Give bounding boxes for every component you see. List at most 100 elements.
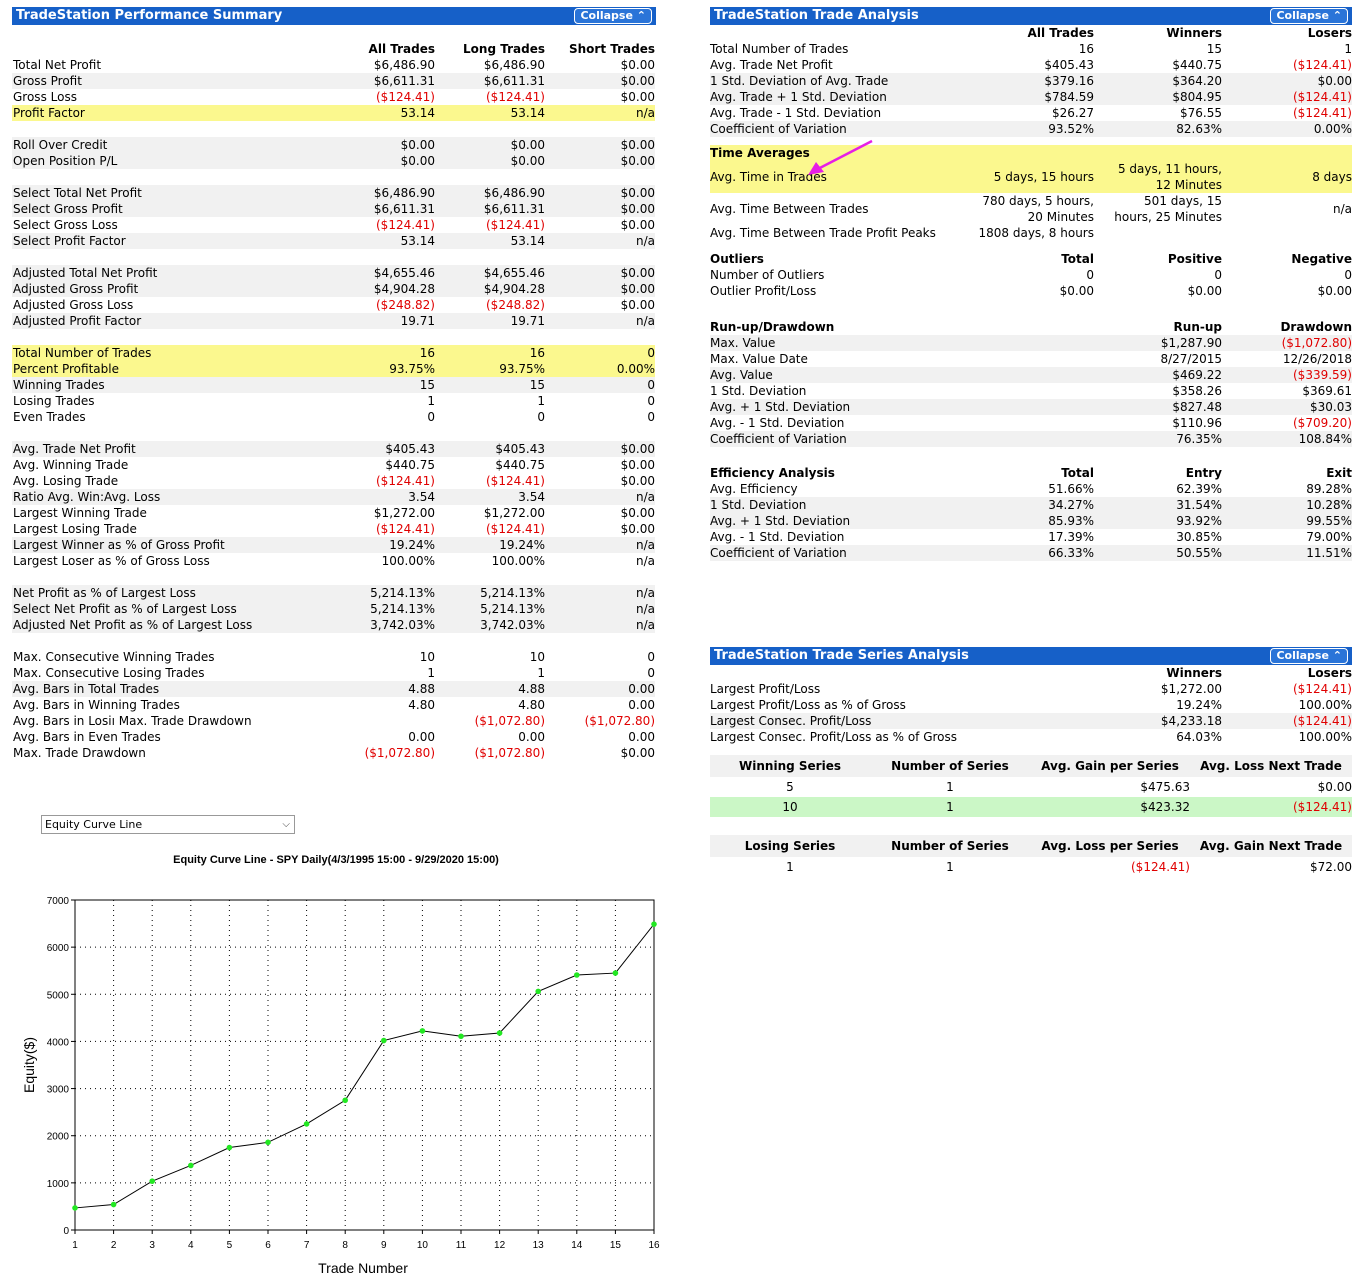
cell-value: 3.54: [435, 489, 545, 505]
trade-series-title: TradeStation Trade Series Analysis: [714, 648, 969, 663]
row-label: Adjusted Gross Profit: [12, 281, 313, 297]
cell-value: 3.54: [313, 489, 435, 505]
x-tick-label: 9: [381, 1240, 387, 1251]
cell-value: 1: [870, 797, 1030, 817]
cell-value: 100.00%: [381, 554, 435, 568]
cell-line: 20 Minutes: [1027, 210, 1094, 224]
cell-value: 79.00%: [1306, 530, 1352, 544]
table-row: Avg. Time Between Trades 780 days, 5 hour…: [710, 193, 1352, 225]
equity-point: [574, 972, 580, 978]
table-row: Largest Winning Trade $1,272.00 $1,272.00 $…: [12, 505, 655, 521]
cell-value: ($124.41): [376, 522, 435, 536]
equity-point: [496, 1030, 503, 1036]
section-title: Run-up/Drawdown: [710, 320, 835, 334]
cell-value: 53.14: [435, 105, 545, 121]
cell-value: $0.00: [313, 153, 435, 169]
cell-value: $6,611.31: [435, 201, 545, 217]
cell-value: 1: [537, 666, 545, 680]
column-header: Avg. Gain per Series: [1030, 755, 1190, 777]
cell-value: 0.00: [628, 730, 655, 744]
cell-value: $76.55: [1180, 106, 1222, 120]
cell-value: n/a: [545, 537, 655, 553]
cell-value: $6,611.31: [435, 73, 545, 89]
trade-analysis-header: TradeStation Trade Analysis Collapse ⌃: [710, 7, 1352, 25]
table-row: Ratio Avg. Win:Avg. Loss 3.54 3.54 n/a: [12, 489, 655, 505]
ta-collapse-button[interactable]: Collapse ⌃: [1270, 8, 1348, 24]
row-label: Avg. Bars in Total Trades: [12, 681, 313, 697]
cell-value: $0.00: [435, 153, 545, 169]
cell-value: 10: [710, 797, 870, 817]
cell-value: $0.00: [620, 522, 655, 536]
chevron-up-icon: ⌃: [636, 9, 646, 22]
perf-collapse-button[interactable]: Collapse ⌃: [574, 8, 652, 24]
cell-value: $0.00: [1317, 780, 1352, 794]
table-row: Avg. - 1 Std. Deviation $110.96 ($709.20): [710, 415, 1352, 431]
cell-value: [966, 383, 1094, 399]
y-tick-label: 0: [63, 1226, 69, 1237]
cell-value: $0.00: [620, 218, 655, 232]
cell-value: 53.14: [313, 105, 435, 121]
row-label: Adjusted Total Net Profit: [12, 265, 313, 281]
equity-point: [651, 921, 657, 927]
cell-value: $827.48: [1094, 399, 1222, 415]
cell-value: 62.39%: [1176, 482, 1222, 496]
cell-value: $405.43: [313, 441, 435, 457]
table-row: Outlier Profit/Loss $0.00 $0.00 $0.00: [710, 283, 1352, 299]
row-label: Ratio Avg. Win:Avg. Loss: [12, 489, 313, 505]
chart-title: Equity Curve Line - SPY Daily(4/3/1995 1…: [173, 854, 499, 866]
cell-value: $0.00: [620, 746, 655, 760]
row-label: Avg. Time Between Trade Profit Peaks: [710, 226, 936, 240]
cell-value: ($124.41): [1293, 58, 1352, 72]
cell-value: $0.00: [545, 153, 655, 169]
x-tick-label: 6: [265, 1240, 271, 1251]
cell-value: ($124.41): [1293, 682, 1352, 696]
col-long-trades: Long Trades: [463, 42, 545, 56]
cell-value: $4,904.28: [435, 281, 545, 297]
equity-point: [419, 1028, 426, 1034]
y-tick-label: 7000: [47, 896, 70, 907]
row-label: Avg. Value: [710, 367, 966, 383]
table-row: Avg. - 1 Std. Deviation 17.39% 30.85% 79.00…: [710, 529, 1352, 545]
cell-value: 0.00: [545, 681, 655, 697]
cell-value: [313, 713, 435, 729]
cell-value: 0: [537, 410, 545, 424]
trade-series-header: TradeStation Trade Series Analysis Colla…: [710, 647, 1352, 665]
cell-value: 4.88: [435, 681, 545, 697]
row-label: Profit Factor: [12, 105, 313, 121]
cell-value: 0: [427, 410, 435, 424]
table-row: Select Net Profit as % of Largest Loss 5,…: [12, 601, 655, 617]
cell-value: $423.32: [1030, 797, 1190, 817]
table-row: 5 1 $475.63 $0.00: [710, 777, 1352, 797]
series-collapse-button[interactable]: Collapse ⌃: [1270, 648, 1348, 664]
column-header: Avg. Loss Next Trade: [1190, 755, 1352, 777]
cell-value: 4.80: [408, 698, 435, 712]
table-row: Coefficient of Variation 76.35% 108.84%: [710, 431, 1352, 447]
section-title: Outliers: [710, 252, 764, 266]
table-row: Largest Loser as % of Gross Loss 100.00% 1…: [12, 553, 655, 569]
cell-value: $440.75: [1172, 58, 1222, 72]
trade-series-body: Winners Losers Largest Profit/Loss $1,272.0…: [710, 665, 1352, 877]
row-label: Gross Profit: [12, 73, 313, 89]
cell-value: $405.43: [1044, 58, 1094, 72]
row-label: Adjusted Gross Loss: [13, 298, 134, 312]
table-row: Select Total Net Profit $6,486.90 $6,486.9…: [12, 185, 655, 201]
cell-value: n/a: [545, 313, 655, 329]
cell-value: ($248.82): [376, 298, 435, 312]
cell-value: 1: [427, 666, 435, 680]
cell-value: $475.63: [1140, 780, 1190, 794]
cell-value: 85.93%: [966, 513, 1094, 529]
cell-value: ($124.41): [1222, 89, 1352, 105]
series-table: Winning Series Number of Series Avg. Gain …: [710, 755, 1352, 817]
column-header: Losing Series: [710, 835, 870, 857]
cell-value: 0.00%: [1222, 121, 1352, 137]
chart-type-select[interactable]: Equity Curve Line ⌵: [41, 815, 295, 834]
section-title: Efficiency Analysis: [710, 466, 835, 480]
cell-value: $72.00: [1310, 860, 1352, 874]
row-label: Outlier Profit/Loss: [710, 284, 817, 298]
column-header: Entry: [1185, 466, 1222, 480]
spacer-row: [12, 169, 655, 185]
cell-value: 0: [1086, 268, 1094, 282]
cell-value: $804.95: [1094, 89, 1222, 105]
section-header: Run-up/Drawdown Run-up Drawdown: [710, 319, 1352, 335]
row-label: Select Net Profit as % of Largest Loss: [12, 601, 313, 617]
